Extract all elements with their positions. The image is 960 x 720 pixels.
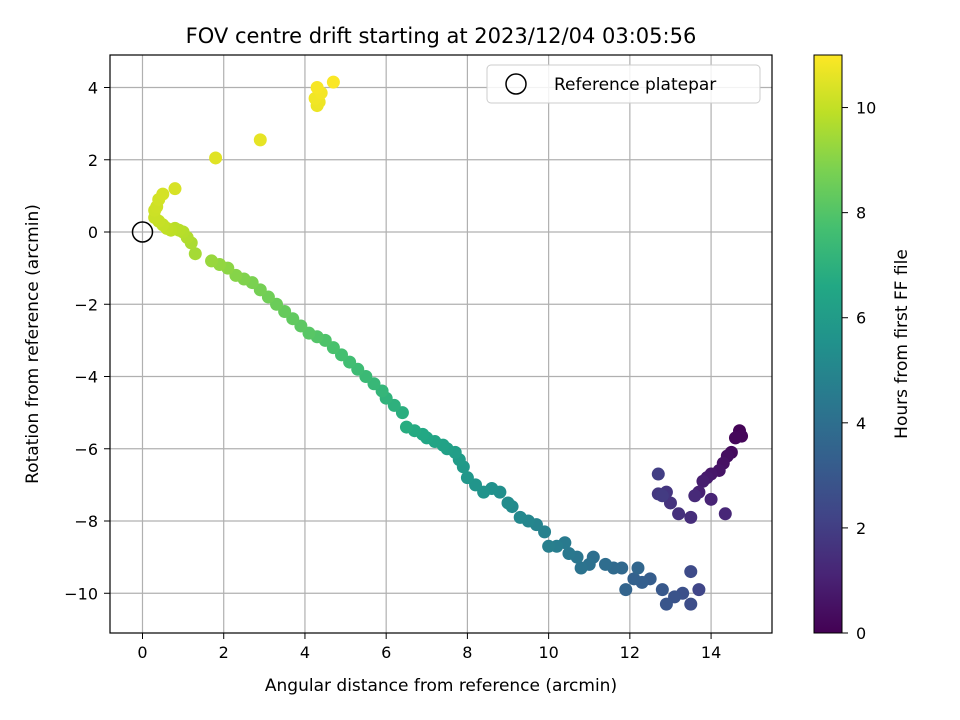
legend-box: [486, 64, 761, 104]
y-tick-label: 4: [88, 79, 98, 98]
legend-label-reference: Reference platepar: [554, 75, 716, 95]
data-point: [619, 583, 633, 597]
data-points: [148, 75, 749, 611]
x-axis-ticks: 0 2 4 6 8 10 12 14: [137, 633, 721, 662]
colorbar-label: Hours from first FF file: [892, 249, 912, 439]
data-point: [631, 561, 645, 575]
data-point: [501, 496, 515, 510]
data-point: [205, 254, 219, 268]
x-tick-label: 4: [300, 643, 310, 662]
data-point: [704, 492, 718, 506]
colorbar: 0 2 4 6 8 10 Hours from first FF file: [813, 54, 912, 643]
data-point: [399, 420, 413, 434]
data-point: [209, 151, 223, 165]
y-axis-ticks: 4 2 0 −2 −4 −6 −8 −10: [64, 79, 110, 603]
x-tick-label: 12: [620, 643, 640, 662]
colorbar-tick-label: 10: [856, 99, 876, 118]
grid: [110, 55, 772, 633]
reference-point: [131, 221, 154, 243]
colorbar-tick-label: 4: [856, 414, 866, 433]
y-tick-label: −10: [64, 584, 98, 603]
data-point: [627, 572, 641, 586]
y-axis-label: Rotation from reference (arcmin): [23, 204, 43, 484]
data-point: [562, 547, 576, 561]
data-point: [513, 510, 527, 524]
y-tick-label: −8: [74, 512, 98, 531]
data-point: [651, 467, 665, 481]
data-point: [574, 561, 588, 575]
y-tick-label: −2: [74, 295, 98, 314]
data-point: [692, 583, 706, 597]
data-point: [688, 489, 702, 503]
data-point: [728, 431, 742, 445]
data-point: [598, 557, 612, 571]
x-tick-label: 0: [137, 643, 147, 662]
legend-marker-reference: [505, 73, 527, 95]
data-point: [253, 133, 267, 147]
y-tick-label: −4: [74, 368, 98, 387]
x-tick-label: 2: [219, 643, 229, 662]
plot-frame: [109, 54, 773, 634]
data-point: [542, 539, 556, 553]
data-point: [655, 489, 669, 503]
x-tick-label: 8: [462, 643, 472, 662]
data-point: [310, 81, 324, 95]
y-tick-label: 0: [88, 223, 98, 242]
colorbar-tick-label: 6: [856, 309, 866, 328]
x-tick-label: 14: [701, 643, 721, 662]
colorbar-tick-label: 2: [856, 519, 866, 538]
data-point: [188, 247, 202, 261]
colorbar-ticks: 0 2 4 6 8 10: [842, 99, 876, 643]
data-point: [684, 597, 698, 611]
x-tick-label: 6: [381, 643, 391, 662]
data-point: [684, 565, 698, 579]
data-point: [460, 471, 474, 485]
data-point: [168, 182, 182, 196]
data-point: [672, 507, 686, 521]
colorbar-gradient: [813, 54, 843, 634]
x-tick-label: 10: [538, 643, 558, 662]
chart-title: FOV centre drift starting at 2023/12/04 …: [186, 24, 697, 48]
data-point: [156, 187, 170, 201]
data-point: [718, 507, 732, 521]
colorbar-tick-label: 0: [856, 624, 866, 643]
colorbar-tick-label: 8: [856, 204, 866, 223]
legend: Reference platepar: [486, 64, 761, 104]
reference-marker: [131, 221, 154, 243]
y-tick-label: 2: [88, 151, 98, 170]
data-point: [655, 583, 669, 597]
x-axis-label: Angular distance from reference (arcmin): [265, 676, 617, 696]
data-point: [326, 75, 340, 89]
data-point: [659, 597, 673, 611]
data-point: [696, 474, 710, 488]
y-tick-label: −6: [74, 440, 98, 459]
data-point: [684, 510, 698, 524]
